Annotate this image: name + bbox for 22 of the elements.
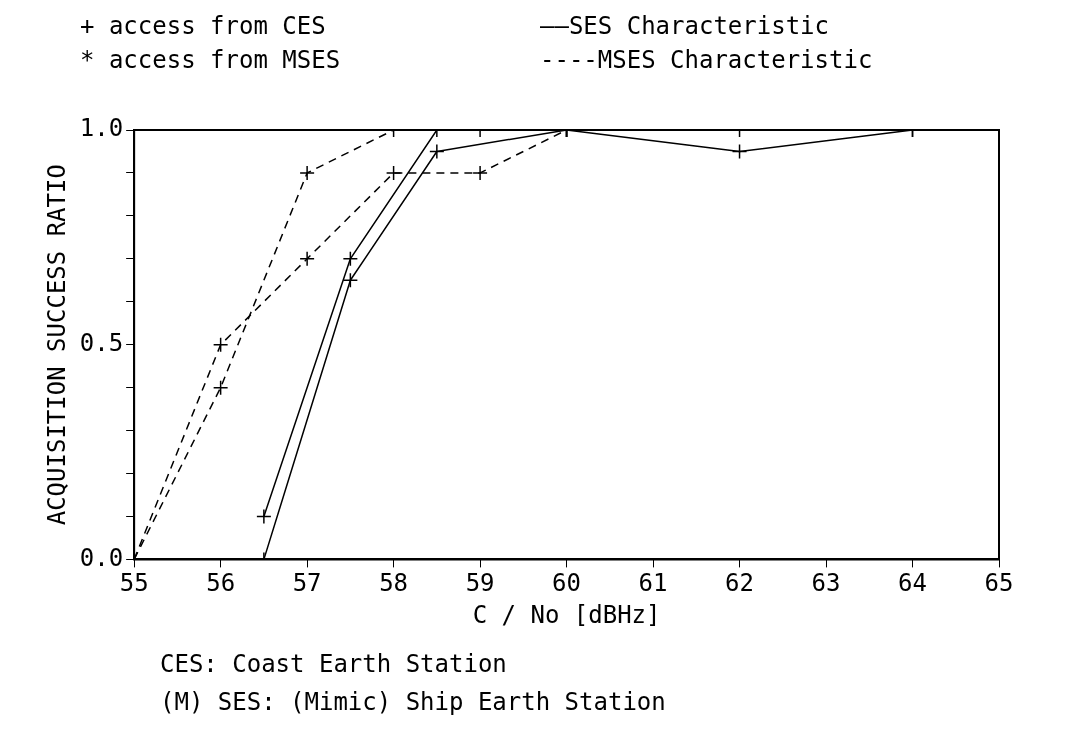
x-tick-label: 55 [119,569,149,598]
text: + access from CES [80,12,326,40]
x-tick-label: 59 [465,569,495,598]
y-tick-label: 1.0 [79,114,124,143]
x-axis-title: C / No [dBHz] [472,600,661,629]
text: ——SES Characteristic [540,12,829,40]
x-tick-label: 62 [725,569,754,598]
text: * access from MSES [80,46,341,74]
x-tick-label: 57 [292,569,322,598]
y-tick-label: 0.0 [79,543,124,572]
x-tick-label: 58 [379,569,409,598]
y-axis-title: ACQUISITION SUCCESS RATIO [42,164,71,526]
text: ----MSES Characteristic [540,46,873,74]
x-tick-label: 65 [984,569,1014,598]
y-tick-label: 0.5 [79,328,124,357]
text: CES: Coast Earth Station [160,650,507,678]
x-tick-label: 56 [206,569,236,598]
x-tick-label: 60 [552,569,582,598]
x-tick-label: 64 [898,569,927,598]
x-tick-label: 61 [638,569,668,598]
x-tick-label: 63 [811,569,841,598]
text: (M) SES: (Mimic) Ship Earth Station [160,688,666,716]
